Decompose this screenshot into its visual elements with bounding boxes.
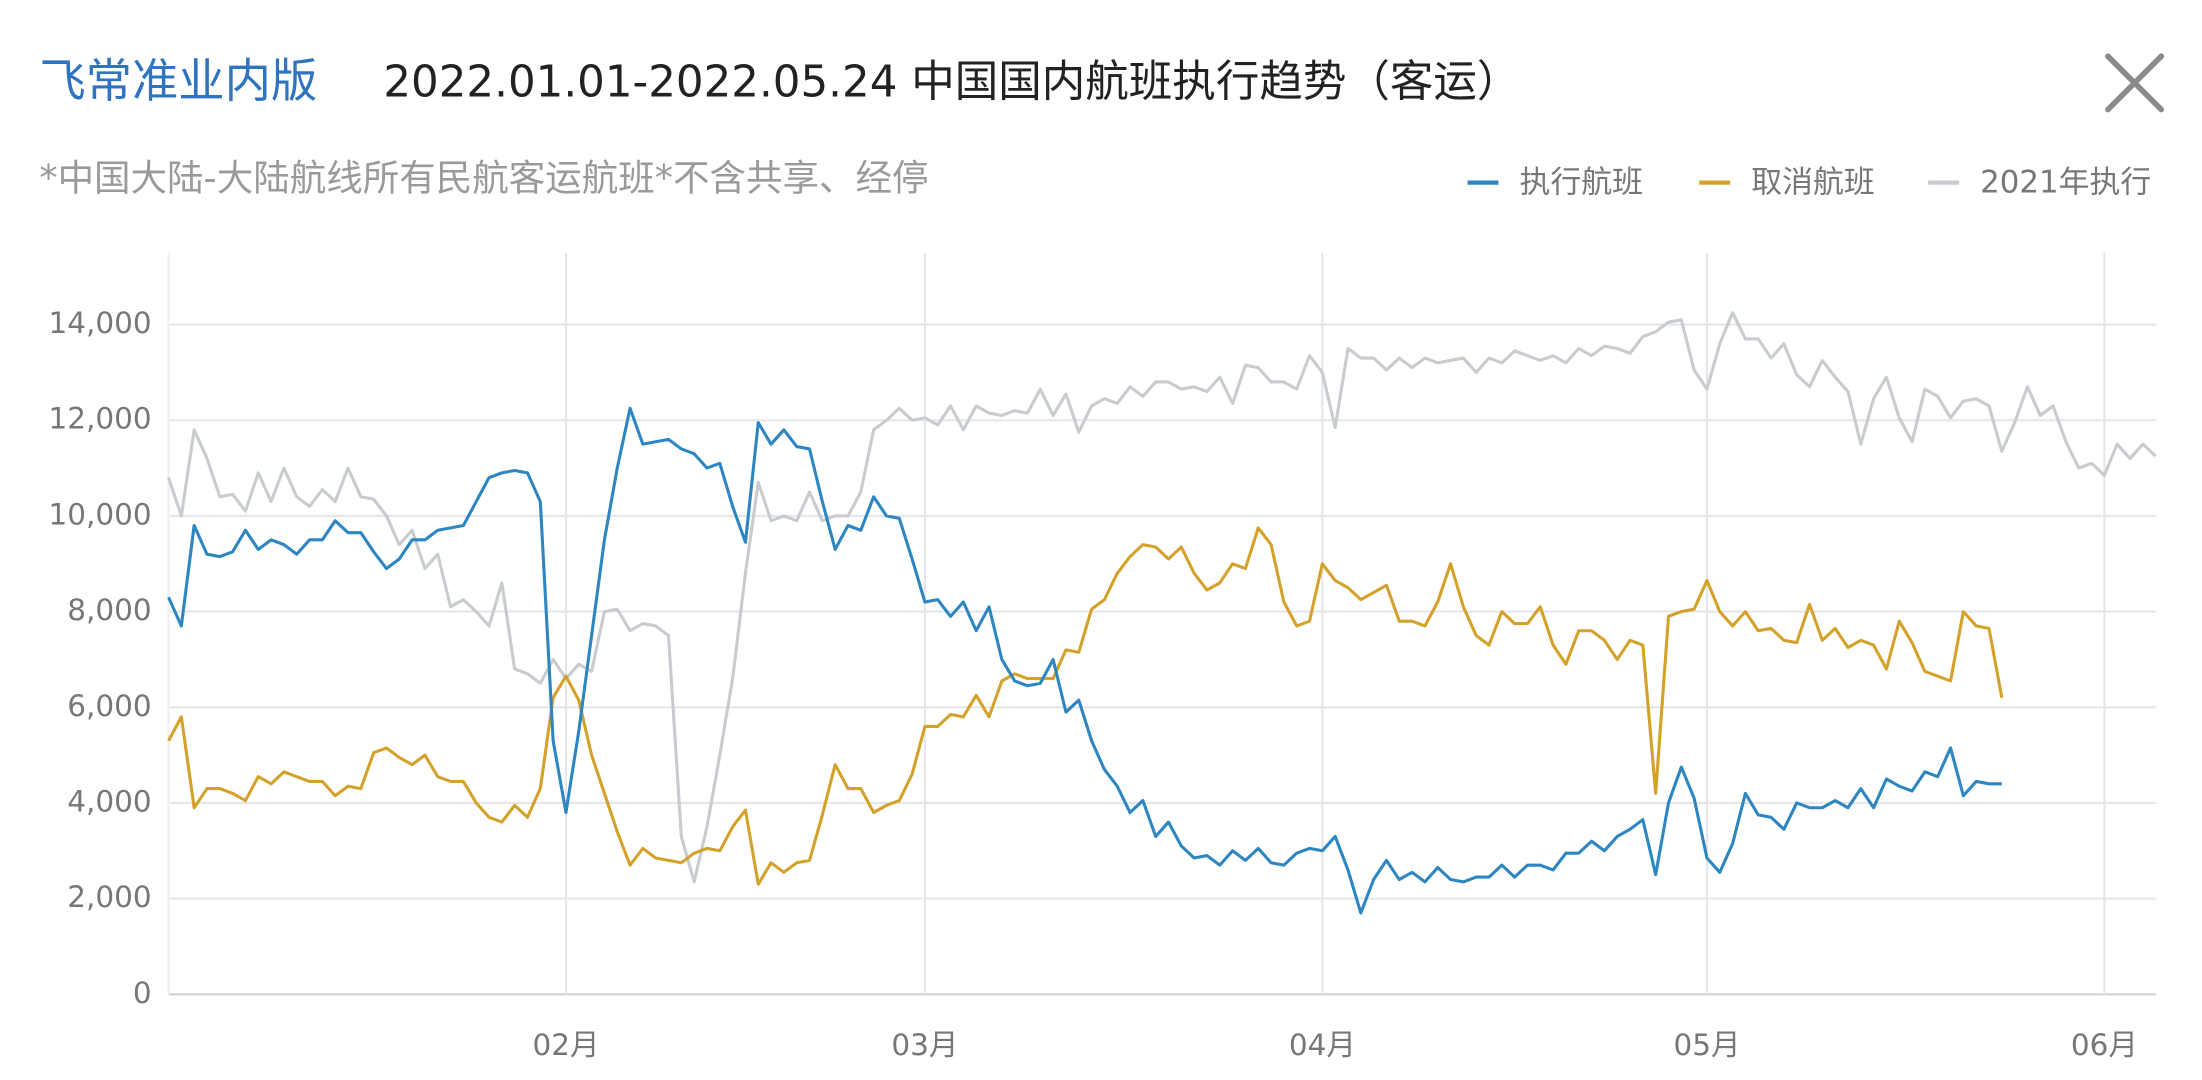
chart-subtitle: *中国大陆-大陆航线所有民航客运航班*不含共享、经停 [39, 156, 928, 199]
y-tick-label: 4,000 [67, 784, 151, 818]
legend-label: 取消航班 [1751, 165, 1875, 201]
y-tick-label: 0 [133, 976, 152, 1010]
y-tick-label: 12,000 [48, 402, 151, 436]
x-tick-label: 05月 [1673, 1028, 1740, 1062]
chart-title: 2022.01.01-2022.05.24 中国国内航班执行趋势（客运） [383, 57, 1520, 107]
legend: 执行航班 取消航班 2021年执行 [1467, 165, 2151, 201]
plot [167, 311, 2157, 915]
series-line [167, 526, 2004, 886]
x-tick-label: 06月 [2071, 1028, 2138, 1062]
grid: 0 2,000 4,000 6,000 8,000 10,000 12,000 14,000 0… [48, 252, 2156, 1062]
y-tick-label: 6,000 [67, 689, 151, 723]
close-button[interactable] [2105, 53, 2165, 113]
y-tick-label: 14,000 [48, 306, 151, 340]
x-tick-label: 03月 [891, 1028, 958, 1062]
brand: 飞常准业内版 [39, 54, 317, 108]
x-tick-label: 04月 [1289, 1028, 1356, 1062]
y-tick-label: 8,000 [67, 593, 151, 627]
y-tick-label: 2,000 [67, 880, 151, 914]
close-icon[interactable] [2105, 53, 2165, 113]
y-tick-label: 10,000 [48, 497, 151, 531]
legend-label: 执行航班 [1519, 165, 1643, 201]
series-line [167, 311, 2157, 884]
legend-label: 2021年执行 [1980, 165, 2151, 201]
x-tick-label: 02月 [532, 1028, 599, 1062]
series-line [167, 406, 2002, 915]
